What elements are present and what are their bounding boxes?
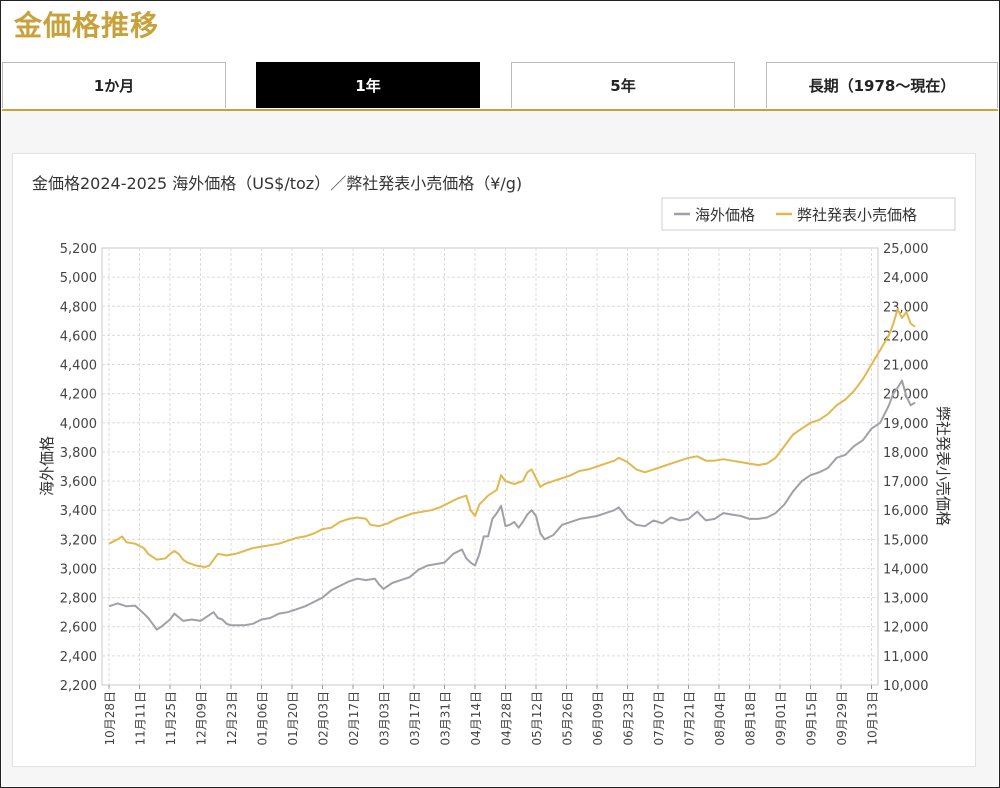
x-tick-label: 09月29日 [835, 691, 849, 746]
x-tick-label: 06月23日 [622, 691, 636, 746]
y-right-axis-label: 弊社発表小売価格 [934, 406, 952, 526]
y-left-tick-label: 2,600 [60, 621, 97, 636]
plot-area [101, 247, 879, 686]
y-right-tick-label: 13,000 [883, 592, 929, 607]
x-tick-label: 08月04日 [713, 691, 727, 746]
x-tick-label: 02月03日 [317, 691, 331, 746]
x-tick-label: 07月21日 [683, 691, 697, 746]
x-tick-label: 03月03日 [378, 691, 392, 746]
chart-lines [108, 308, 916, 631]
y-left-tick-label: 5,000 [60, 271, 97, 286]
y-left-tick-label: 2,800 [60, 592, 97, 607]
y-left-tick-label: 3,400 [60, 504, 97, 519]
x-tick-label: 03月31日 [439, 691, 453, 746]
tab-1-month[interactable]: 1か月 [2, 62, 226, 108]
tab-underline [2, 109, 998, 111]
x-tick-label: 12月09日 [195, 691, 209, 746]
tab-5-year[interactable]: 5年 [511, 62, 735, 108]
chart-legend: 海外価格 弊社発表小売価格 [661, 197, 956, 231]
y-left-axis-label: 海外価格 [38, 436, 56, 496]
page-title: 金価格推移 [14, 9, 160, 42]
y-left-tick-label: 5,200 [60, 242, 97, 257]
legend-box [661, 197, 956, 231]
x-tick-label: 09月01日 [774, 691, 788, 746]
y-left-tick-label: 4,600 [60, 329, 97, 344]
x-tick-label: 11月11日 [134, 691, 148, 746]
y-right-tick-label: 12,000 [883, 621, 929, 636]
x-tick-label: 07月07日 [652, 691, 666, 746]
y-right-tick-label: 22,000 [883, 329, 929, 344]
y-left-tick-label: 4,200 [60, 388, 97, 403]
chart-grid [101, 247, 879, 686]
y-left-tick-label: 3,800 [60, 446, 97, 461]
x-tick-label: 10月13日 [866, 691, 880, 746]
x-tick-label: 04月28日 [500, 691, 514, 746]
x-tick-label: 08月18日 [744, 691, 758, 746]
chart-axes: 2,200 10,000 2,400 11,000 2,600 12,000 2,800 13… [60, 242, 929, 746]
y-right-tick-label: 18,000 [883, 446, 929, 461]
x-tick-label: 04月14日 [469, 691, 483, 746]
y-right-tick-label: 15,000 [883, 533, 929, 548]
y-right-tick-label: 11,000 [883, 650, 929, 665]
x-tick-label: 12月23日 [225, 691, 239, 746]
x-tick-label: 01月06日 [256, 691, 270, 746]
y-right-tick-label: 24,000 [883, 271, 929, 286]
y-left-tick-label: 3,000 [60, 562, 97, 577]
tab-1-year[interactable]: 1年 [256, 62, 480, 108]
y-left-tick-label: 4,000 [60, 417, 97, 432]
y-right-tick-label: 19,000 [883, 417, 929, 432]
y-right-tick-label: 25,000 [883, 242, 929, 257]
y-left-tick-label: 4,800 [60, 300, 97, 315]
x-tick-label: 06月09日 [591, 691, 605, 746]
x-tick-label: 09月15日 [805, 691, 819, 746]
y-right-tick-label: 23,000 [883, 300, 929, 315]
x-tick-label: 11月25日 [164, 691, 178, 746]
series-line-overseas [108, 379, 916, 631]
y-right-tick-label: 10,000 [883, 679, 929, 694]
y-right-tick-label: 21,000 [883, 359, 929, 374]
y-left-tick-label: 2,400 [60, 650, 97, 665]
tab-long-term[interactable]: 長期（1978〜現在） [766, 62, 998, 108]
chart-container [12, 153, 976, 767]
legend-label-overseas[interactable]: 海外価格 [695, 206, 755, 224]
y-left-tick-label: 2,200 [60, 679, 97, 694]
y-left-tick-label: 3,200 [60, 533, 97, 548]
y-right-tick-label: 14,000 [883, 562, 929, 577]
y-left-tick-label: 4,400 [60, 359, 97, 374]
x-tick-label: 03月17日 [408, 691, 422, 746]
x-tick-label: 02月17日 [347, 691, 361, 746]
y-right-tick-label: 16,000 [883, 504, 929, 519]
chart-title: 金価格2024-2025 海外価格（US$/toz）／弊社発表小売価格（¥/g) [32, 174, 522, 193]
legend-label-retail[interactable]: 弊社発表小売価格 [797, 206, 917, 224]
x-tick-label: 05月26日 [561, 691, 575, 746]
period-tabs: 1か月 1年 5年 長期（1978〜現在） [2, 62, 998, 110]
y-left-tick-label: 3,600 [60, 475, 97, 490]
series-line-retail [108, 308, 916, 568]
y-right-tick-label: 17,000 [883, 475, 929, 490]
x-tick-label: 01月20日 [286, 691, 300, 746]
x-tick-label: 10月28日 [103, 691, 117, 746]
x-tick-label: 05月12日 [530, 691, 544, 746]
